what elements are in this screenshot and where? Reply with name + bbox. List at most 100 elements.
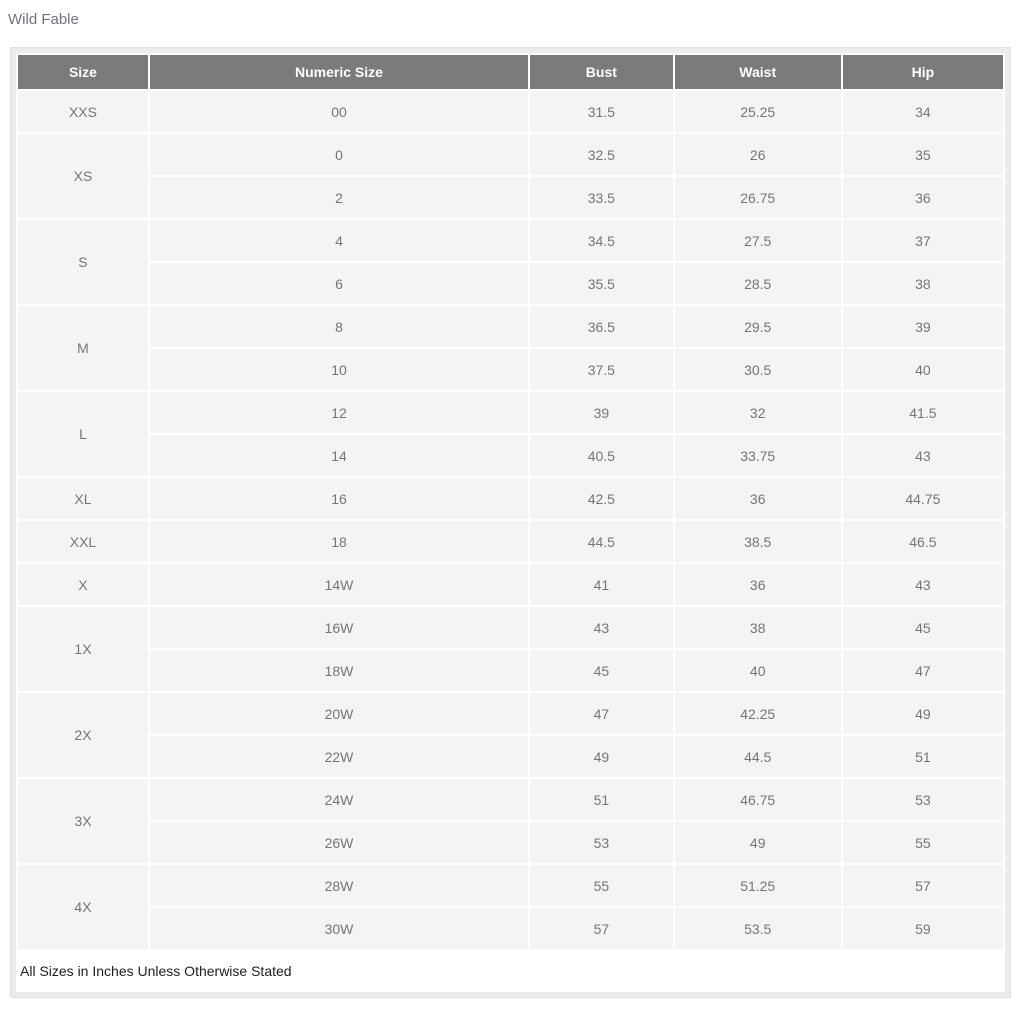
- waist-cell: 28.5: [674, 263, 841, 304]
- header-row: Size Numeric Size Bust Waist Hip: [18, 55, 1003, 89]
- waist-cell: 25.25: [674, 91, 841, 132]
- hip-cell: 57: [842, 865, 1003, 906]
- hip-cell: 40: [842, 349, 1003, 390]
- bust-cell: 32.5: [530, 134, 673, 175]
- numeric-size-cell: 26W: [149, 822, 529, 863]
- numeric-size-cell: 4: [149, 220, 529, 261]
- waist-cell: 26: [674, 134, 841, 175]
- size-cell: XS: [18, 134, 148, 218]
- hip-cell: 43: [842, 435, 1003, 476]
- bust-cell: 55: [530, 865, 673, 906]
- numeric-size-cell: 28W: [149, 865, 529, 906]
- size-chart-panel: Size Numeric Size Bust Waist Hip XXS 00 31.5 25…: [10, 47, 1011, 998]
- waist-cell: 36: [674, 478, 841, 519]
- size-cell: S: [18, 220, 148, 304]
- size-chart-panel-inner: Size Numeric Size Bust Waist Hip XXS 00 31.5 25…: [16, 53, 1005, 992]
- hip-cell: 47: [842, 650, 1003, 691]
- table-row: 30W 57 53.5 59: [18, 908, 1003, 949]
- waist-cell: 32: [674, 392, 841, 433]
- waist-cell: 46.75: [674, 779, 841, 820]
- column-header: Bust: [530, 55, 673, 89]
- hip-cell: 45: [842, 607, 1003, 648]
- table-row: 2 33.5 26.75 36: [18, 177, 1003, 218]
- size-cell: 4X: [18, 865, 148, 949]
- table-row: S 4 34.5 27.5 37: [18, 220, 1003, 304]
- waist-cell: 51.25: [674, 865, 841, 906]
- bust-cell: 31.5: [530, 91, 673, 132]
- table-row: XXS 00 31.5 25.25 34: [18, 91, 1003, 132]
- size-cell: XL: [18, 478, 148, 519]
- waist-cell: 49: [674, 822, 841, 863]
- table-body: XXS 00 31.5 25.25 34 XS 0 32.5 26 35 2 33.5 26.75 36 S…: [18, 91, 1003, 949]
- bust-cell: 57: [530, 908, 673, 949]
- table-row: 26W 53 49 55: [18, 822, 1003, 863]
- bust-cell: 47: [530, 693, 673, 734]
- size-cell: XXL: [18, 521, 148, 562]
- numeric-size-cell: 12: [149, 392, 529, 433]
- size-cell: XXS: [18, 91, 148, 132]
- waist-cell: 30.5: [674, 349, 841, 390]
- hip-cell: 39: [842, 306, 1003, 347]
- numeric-size-cell: 24W: [149, 779, 529, 820]
- size-cell: M: [18, 306, 148, 390]
- waist-cell: 27.5: [674, 220, 841, 261]
- waist-cell: 36: [674, 564, 841, 605]
- column-header: Waist: [674, 55, 841, 89]
- bust-cell: 44.5: [530, 521, 673, 562]
- numeric-size-cell: 00: [149, 91, 529, 132]
- hip-cell: 53: [842, 779, 1003, 820]
- column-header: Numeric Size: [149, 55, 529, 89]
- hip-cell: 41.5: [842, 392, 1003, 433]
- page-title: Wild Fable: [8, 11, 79, 28]
- numeric-size-cell: 0: [149, 134, 529, 175]
- numeric-size-cell: 16: [149, 478, 529, 519]
- hip-cell: 34: [842, 91, 1003, 132]
- numeric-size-cell: 18W: [149, 650, 529, 691]
- table-row: 4X 28W 55 51.25 57: [18, 865, 1003, 949]
- waist-cell: 53.5: [674, 908, 841, 949]
- table-row: XXL 18 44.5 38.5 46.5: [18, 521, 1003, 562]
- waist-cell: 38: [674, 607, 841, 648]
- numeric-size-cell: 30W: [149, 908, 529, 949]
- waist-cell: 33.75: [674, 435, 841, 476]
- hip-cell: 43: [842, 564, 1003, 605]
- hip-cell: 35: [842, 134, 1003, 175]
- bust-cell: 36.5: [530, 306, 673, 347]
- bust-cell: 51: [530, 779, 673, 820]
- bust-cell: 41: [530, 564, 673, 605]
- numeric-size-cell: 14: [149, 435, 529, 476]
- numeric-size-cell: 22W: [149, 736, 529, 777]
- hip-cell: 59: [842, 908, 1003, 949]
- numeric-size-cell: 6: [149, 263, 529, 304]
- table-row: 6 35.5 28.5 38: [18, 263, 1003, 304]
- table-row: 2X 20W 47 42.25 49: [18, 693, 1003, 777]
- hip-cell: 55: [842, 822, 1003, 863]
- size-cell: 3X: [18, 779, 148, 863]
- table-row: M 8 36.5 29.5 39: [18, 306, 1003, 390]
- table-row: 10 37.5 30.5 40: [18, 349, 1003, 390]
- bust-cell: 40.5: [530, 435, 673, 476]
- table-row: 1X 16W 43 38 45: [18, 607, 1003, 691]
- size-chart-table: Size Numeric Size Bust Waist Hip XXS 00 31.5 25…: [16, 53, 1005, 951]
- waist-cell: 44.5: [674, 736, 841, 777]
- bust-cell: 39: [530, 392, 673, 433]
- numeric-size-cell: 10: [149, 349, 529, 390]
- numeric-size-cell: 16W: [149, 607, 529, 648]
- waist-cell: 38.5: [674, 521, 841, 562]
- hip-cell: 49: [842, 693, 1003, 734]
- table-row: L 12 39 32 41.5: [18, 392, 1003, 476]
- hip-cell: 37: [842, 220, 1003, 261]
- units-footnote: All Sizes in Inches Unless Otherwise Sta…: [16, 951, 1005, 992]
- size-cell: 1X: [18, 607, 148, 691]
- bust-cell: 33.5: [530, 177, 673, 218]
- bust-cell: 37.5: [530, 349, 673, 390]
- table-row: 3X 24W 51 46.75 53: [18, 779, 1003, 863]
- table-row: 18W 45 40 47: [18, 650, 1003, 691]
- hip-cell: 51: [842, 736, 1003, 777]
- numeric-size-cell: 20W: [149, 693, 529, 734]
- bust-cell: 43: [530, 607, 673, 648]
- hip-cell: 38: [842, 263, 1003, 304]
- table-row: 22W 49 44.5 51: [18, 736, 1003, 777]
- column-header: Hip: [842, 55, 1003, 89]
- bust-cell: 35.5: [530, 263, 673, 304]
